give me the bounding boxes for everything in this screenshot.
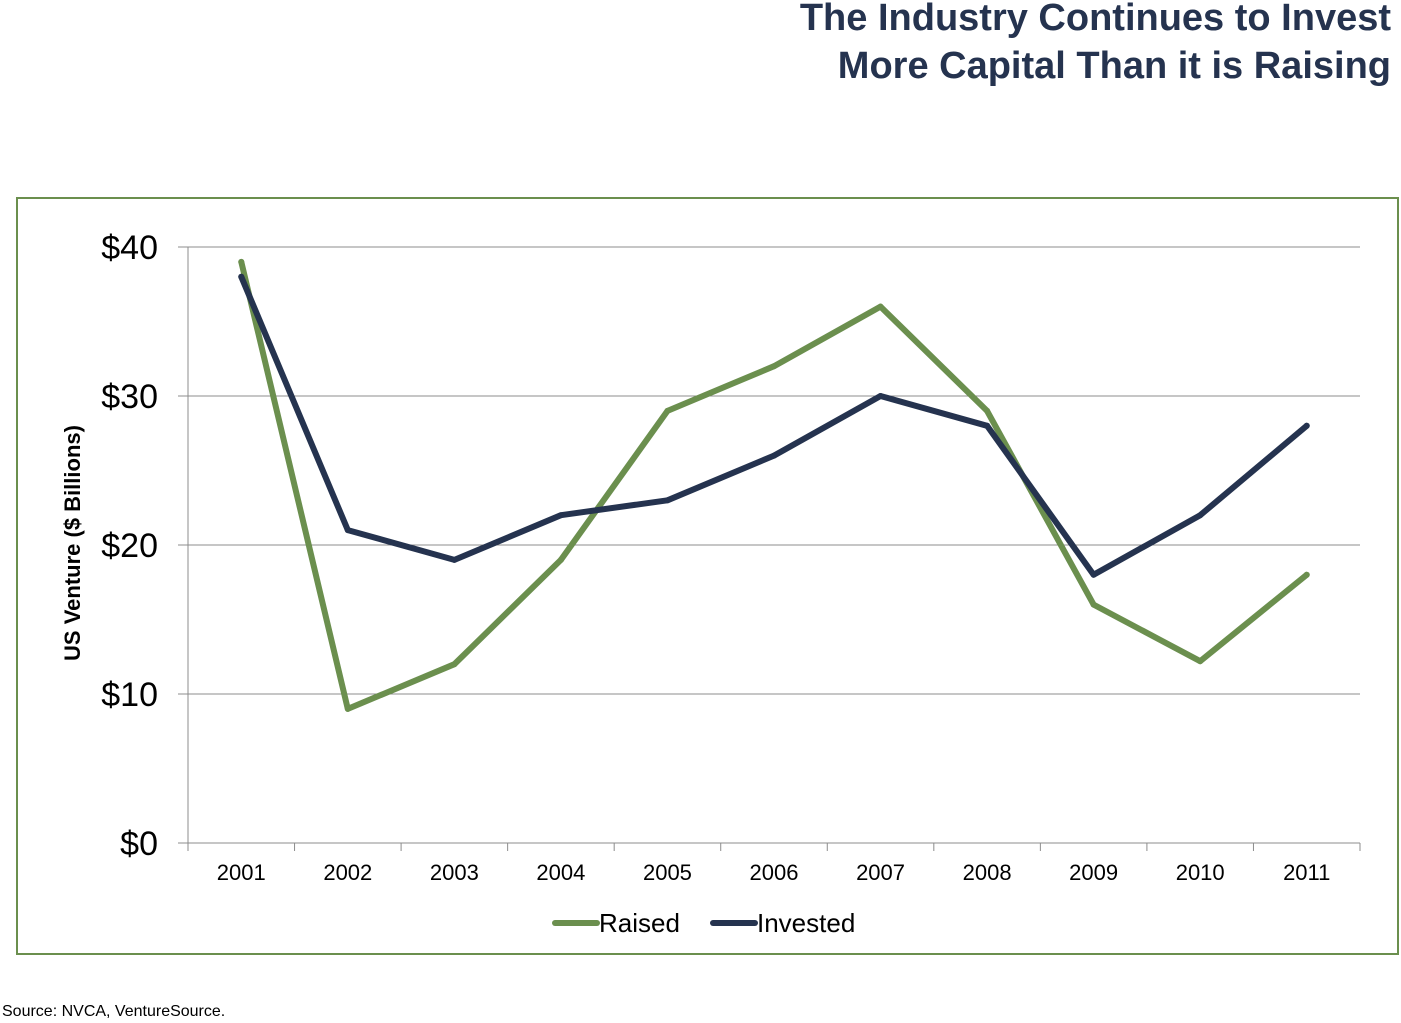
- y-axis-title: US Venture ($ Billions): [60, 425, 85, 661]
- data-point-raised-2005: [664, 407, 671, 414]
- x-tick-label-2011: 2011: [1283, 860, 1330, 885]
- x-tick-label-2010: 2010: [1176, 860, 1225, 885]
- series-line-invested: [238, 273, 1310, 578]
- y-tick-label: $30: [101, 378, 158, 416]
- x-tick-label-2007: 2007: [856, 860, 905, 885]
- data-point-raised-2003: [451, 661, 458, 668]
- x-tick-label-2002: 2002: [323, 860, 372, 885]
- y-tick-label: $0: [120, 825, 158, 863]
- data-point-invested-2002: [344, 527, 351, 534]
- x-tick-label-2004: 2004: [536, 860, 585, 885]
- data-point-raised-2006: [771, 363, 777, 370]
- data-point-invested-2007: [877, 393, 884, 399]
- data-point-raised-2002: [344, 705, 351, 712]
- x-tick-label-2009: 2009: [1069, 860, 1118, 885]
- data-point-invested-2011: [1303, 422, 1310, 429]
- y-tick-label: $40: [101, 229, 158, 267]
- slide-title-line-2: More Capital Than it is Raising: [837, 45, 1391, 87]
- x-tick-label-2005: 2005: [643, 860, 692, 885]
- x-tick-label-2001: 2001: [217, 860, 266, 885]
- data-point-raised-2007: [877, 303, 884, 310]
- x-tick-label-2008: 2008: [963, 860, 1012, 885]
- data-point-invested-2008: [984, 422, 991, 429]
- data-point-invested-2010: [1197, 512, 1204, 519]
- x-tick-label-2003: 2003: [430, 860, 479, 885]
- data-point-invested-2003: [451, 556, 458, 563]
- source-note: Source: NVCA, VentureSource.: [2, 1003, 226, 1020]
- legend-label-invested: Invested: [757, 908, 855, 938]
- data-point-raised-2001: [238, 258, 245, 265]
- data-point-invested-2009: [1090, 571, 1097, 578]
- x-tick-label-2006: 2006: [750, 860, 799, 885]
- legend-label-raised: Raised: [599, 908, 680, 938]
- y-tick-label: $20: [101, 527, 158, 565]
- data-point-invested-2005: [664, 497, 671, 504]
- slide-title: The Industry Continues to Invest More Ca…: [800, 0, 1391, 90]
- series-line-raised: [238, 258, 1310, 712]
- slide-title-line-1: The Industry Continues to Invest: [799, 0, 1391, 39]
- data-point-raised-2010: [1197, 658, 1204, 665]
- y-tick-label: $10: [101, 676, 158, 714]
- data-point-raised-2008: [984, 407, 991, 414]
- chart-frame: [16, 197, 1399, 955]
- data-point-invested-2001: [238, 273, 245, 280]
- data-point-raised-2004: [557, 556, 564, 563]
- data-point-raised-2009: [1090, 601, 1097, 608]
- data-point-raised-2011: [1303, 571, 1310, 578]
- data-point-invested-2004: [557, 512, 564, 519]
- data-point-invested-2006: [771, 452, 777, 459]
